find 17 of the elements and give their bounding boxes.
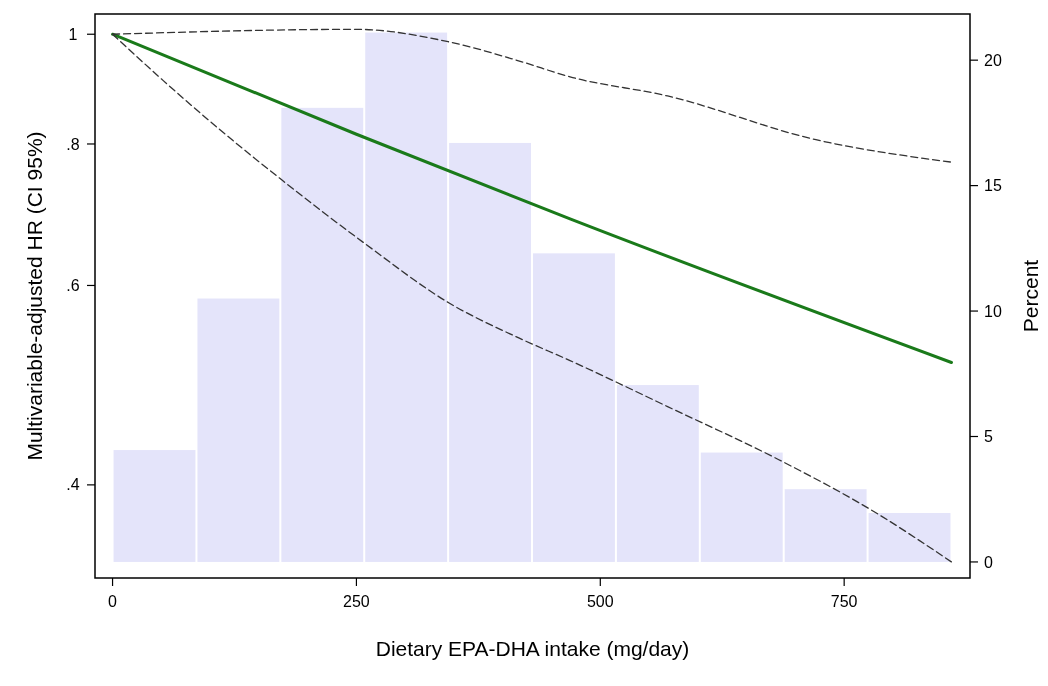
x-tick-label: 250 <box>343 593 370 610</box>
y2-tick-label: 10 <box>984 302 1002 320</box>
x-tick-label: 0 <box>108 593 118 610</box>
y-tick-label: .6 <box>66 277 80 295</box>
y2-tick-label: 15 <box>984 177 1002 195</box>
y-tick-label: .8 <box>66 135 80 153</box>
line-series <box>111 32 953 365</box>
y-tick-label: 1 <box>68 25 78 43</box>
y2-tick-label: 0 <box>984 553 993 571</box>
y2-tick-label: 20 <box>984 51 1002 69</box>
y2-tick-label: 5 <box>984 428 993 446</box>
x-tick-label: 500 <box>586 593 614 610</box>
y2-axis-title: Percent <box>1019 259 1042 333</box>
y-axis-title: Multivariable-adjusted HR (CI 95%) <box>23 131 46 461</box>
y-tick-label: .4 <box>66 476 80 494</box>
x-axis-title: Dietary EPA-DHA intake (mg/day) <box>375 637 690 660</box>
x-tick-label: 750 <box>830 593 858 610</box>
